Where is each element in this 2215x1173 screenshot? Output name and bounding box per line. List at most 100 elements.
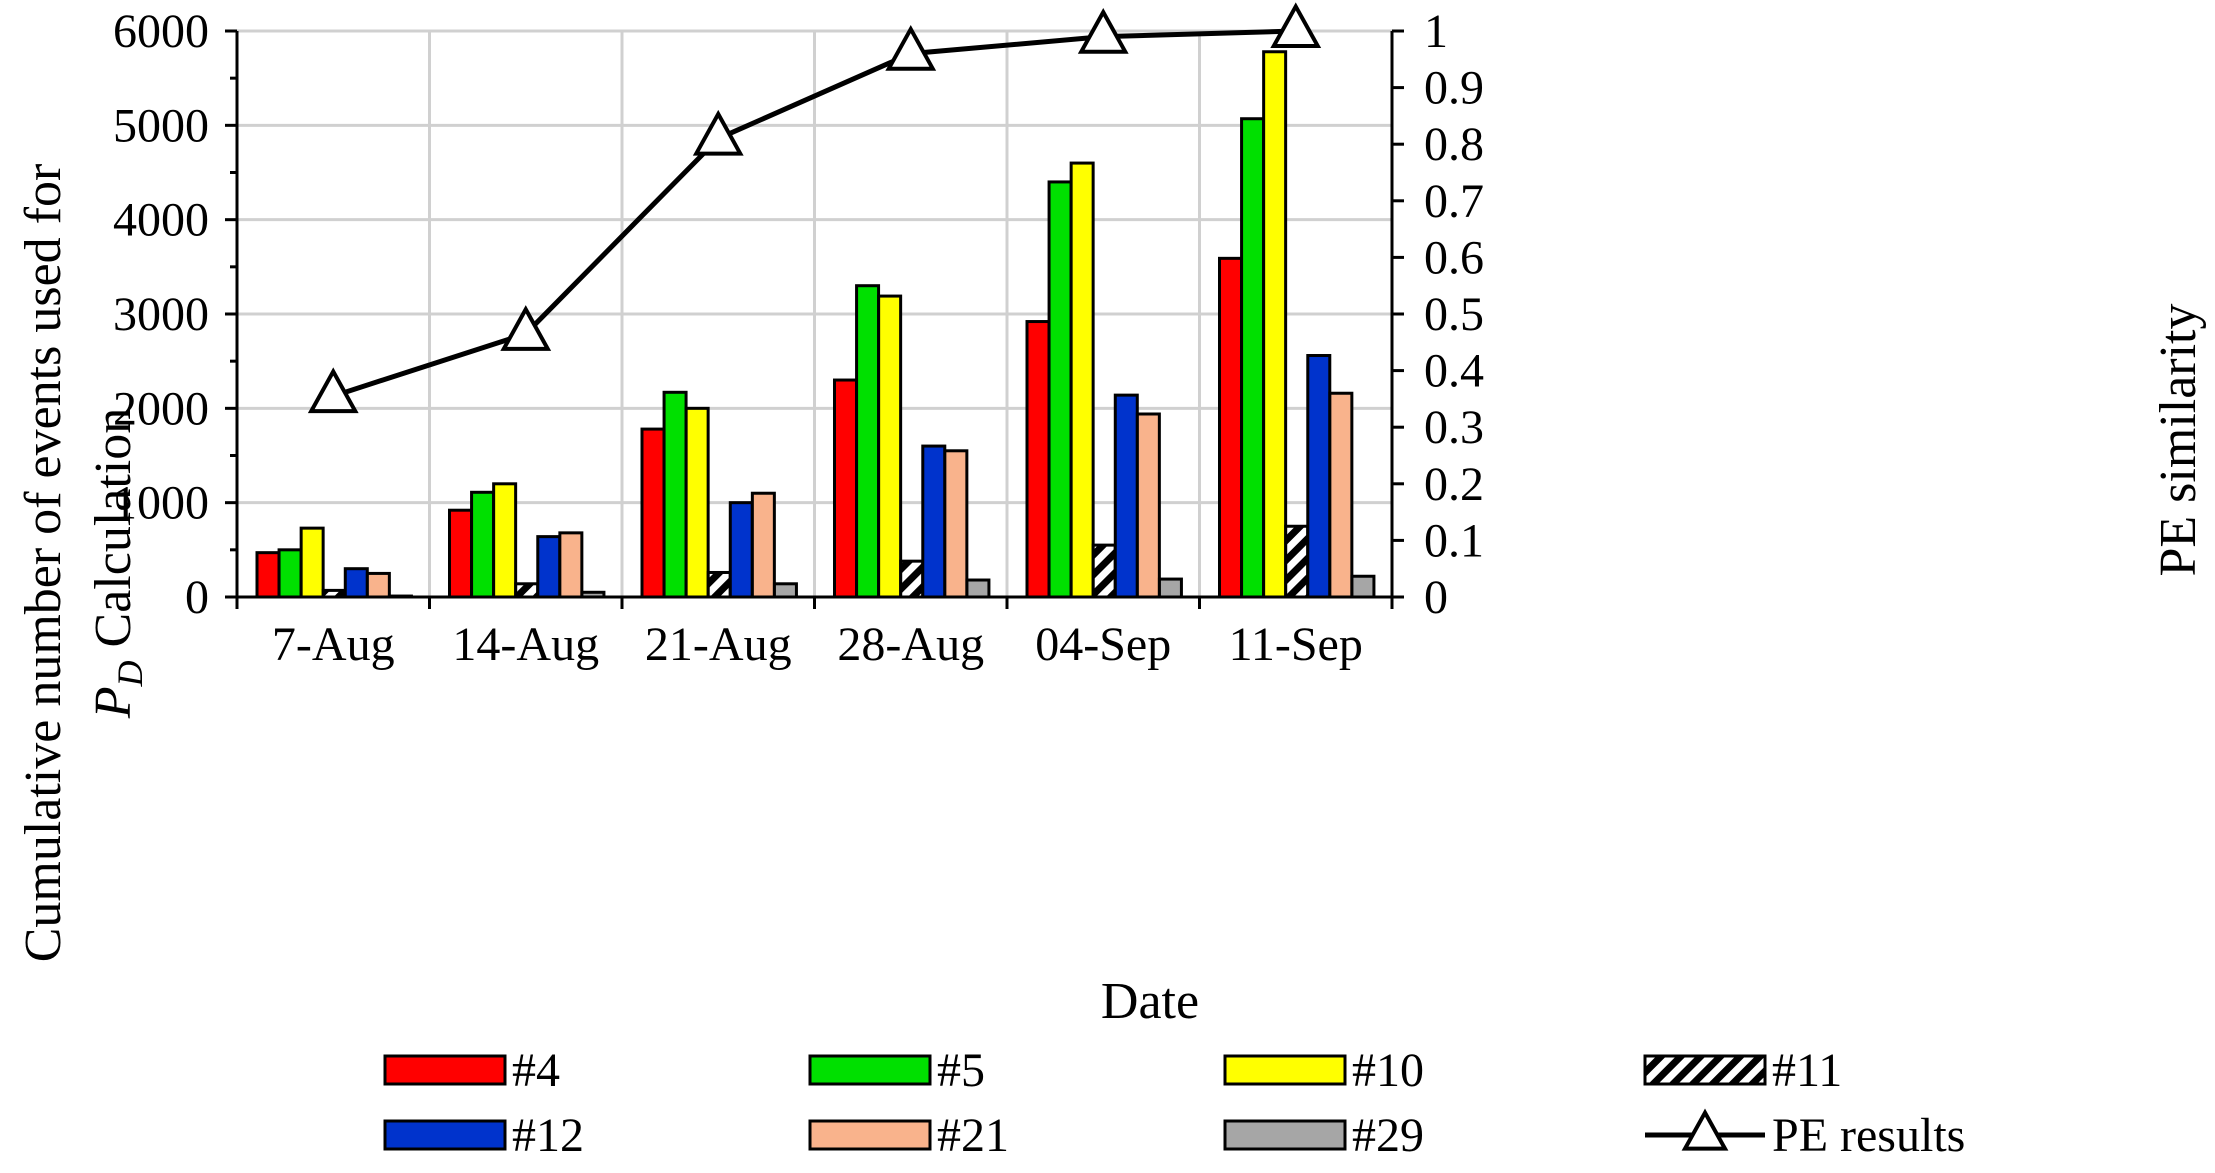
legend-swatch-series-4 bbox=[383, 1054, 507, 1086]
y2-tick-label: 0.7 bbox=[1424, 175, 1484, 228]
x-tick-label: 28-Aug bbox=[837, 618, 984, 671]
bar-series-12-7-Aug bbox=[343, 567, 369, 599]
y2-tick-label: 0.9 bbox=[1424, 62, 1484, 115]
legend-label: #21 bbox=[937, 1109, 1009, 1162]
legend-label: #5 bbox=[937, 1044, 985, 1097]
y2-tick-label: 0 bbox=[1424, 571, 1448, 624]
bar-series-11-11-Sep bbox=[1284, 524, 1310, 599]
legend-label: #11 bbox=[1772, 1044, 1842, 1097]
y-tick-label: 4000 bbox=[113, 194, 209, 247]
legend-item: #12 bbox=[383, 1109, 584, 1162]
bar-series-4-21-Aug bbox=[640, 427, 666, 599]
y2-tick-label: 1 bbox=[1424, 5, 1448, 58]
pe-marker-21-Aug bbox=[692, 109, 744, 156]
bar-series-21-28-Aug bbox=[943, 449, 969, 599]
legend-item: #5 bbox=[808, 1044, 985, 1097]
bar-series-10-11-Sep bbox=[1262, 50, 1288, 599]
legend-swatch-series-29 bbox=[1223, 1119, 1347, 1151]
bar-series-29-11-Sep bbox=[1350, 574, 1376, 599]
bar-series-5-28-Aug bbox=[855, 284, 881, 599]
bar-series-10-28-Aug bbox=[877, 294, 903, 599]
y-axis-title-symbol: P bbox=[85, 686, 142, 719]
bar-series-10-21-Aug bbox=[684, 406, 710, 599]
pe-marker-11-Sep bbox=[1270, 2, 1322, 49]
bar-series-21-11-Sep bbox=[1328, 391, 1354, 599]
gridlines bbox=[235, 29, 1394, 599]
bar-series-12-28-Aug bbox=[921, 444, 947, 599]
bar-series-4-04-Sep bbox=[1025, 320, 1051, 599]
x-axis-title: Date bbox=[1101, 973, 1199, 1030]
bar-series-12-11-Sep bbox=[1306, 354, 1332, 599]
bar-series-21-7-Aug bbox=[365, 571, 391, 599]
bars-group bbox=[255, 50, 1376, 599]
legend-label: #10 bbox=[1352, 1044, 1424, 1097]
bar-series-29-04-Sep bbox=[1157, 577, 1183, 599]
pe-marker-28-Aug bbox=[885, 24, 937, 71]
x-tick-label: 14-Aug bbox=[452, 618, 599, 671]
y-axis-title-line1: Cumulative number of events used for bbox=[15, 164, 72, 963]
y2-tick-label: 0.4 bbox=[1424, 345, 1484, 398]
legend-item: #10 bbox=[1223, 1044, 1424, 1097]
bar-series-10-04-Sep bbox=[1069, 161, 1095, 599]
bar-series-29-28-Aug bbox=[965, 578, 991, 599]
y-axis-title: Cumulative number of events used for PD … bbox=[15, 164, 150, 963]
legend-item: #29 bbox=[1223, 1109, 1424, 1162]
legend-item: #11 bbox=[1643, 1044, 1842, 1097]
y2-tick-label: 0.1 bbox=[1424, 514, 1484, 567]
bar-series-12-21-Aug bbox=[728, 501, 754, 599]
legend-item: #4 bbox=[383, 1044, 560, 1097]
x-tick-label: 04-Sep bbox=[1035, 618, 1171, 671]
y-axis-title-rest: Calculation bbox=[85, 408, 142, 661]
bar-series-10-14-Aug bbox=[492, 482, 518, 599]
bar-series-11-04-Sep bbox=[1091, 543, 1117, 599]
bar-series-5-11-Sep bbox=[1240, 117, 1266, 599]
bar-series-5-14-Aug bbox=[470, 490, 496, 599]
legend-label: #12 bbox=[512, 1109, 584, 1162]
y-tick-label: 2000 bbox=[113, 382, 209, 435]
legend-triangle-icon bbox=[1681, 1108, 1729, 1151]
bar-series-4-28-Aug bbox=[833, 378, 858, 599]
y-tick-label: 3000 bbox=[113, 288, 209, 341]
legend-label: PE results bbox=[1772, 1109, 1965, 1162]
bar-series-4-14-Aug bbox=[448, 508, 473, 599]
axes bbox=[225, 29, 1404, 609]
pe-marker-04-Sep bbox=[1077, 7, 1129, 54]
y2-tick-label: 0.5 bbox=[1424, 288, 1484, 341]
y2-tick-label: 0.8 bbox=[1424, 118, 1484, 171]
legend-label: #4 bbox=[512, 1044, 560, 1097]
bar-series-21-21-Aug bbox=[750, 491, 776, 599]
legend-swatch-series-11 bbox=[1643, 1054, 1767, 1086]
bar-series-29-21-Aug bbox=[772, 582, 798, 599]
y-tick-label: 5000 bbox=[113, 99, 209, 152]
pe-marker-14-Aug bbox=[500, 305, 552, 351]
legend-item: PE results bbox=[1645, 1108, 1965, 1162]
y-axis-title-subscript: D bbox=[110, 660, 150, 687]
bar-series-5-04-Sep bbox=[1047, 180, 1073, 599]
bar-series-10-7-Aug bbox=[299, 526, 325, 599]
legend-item: #21 bbox=[808, 1109, 1009, 1162]
bar-series-21-14-Aug bbox=[558, 531, 584, 599]
legend-swatch-series-5 bbox=[808, 1054, 932, 1086]
legend: #4 #5 #10 #11 #12 #21 #29 PE results bbox=[383, 1044, 1965, 1162]
bar-series-5-21-Aug bbox=[662, 390, 688, 599]
y-tick-label: 6000 bbox=[113, 5, 209, 58]
y2-tick-label: 0.2 bbox=[1424, 458, 1484, 511]
bar-series-4-11-Sep bbox=[1218, 256, 1243, 599]
bar-series-11-28-Aug bbox=[899, 559, 925, 599]
bar-series-11-14-Aug bbox=[514, 582, 540, 599]
bar-series-12-14-Aug bbox=[536, 535, 562, 599]
bar-series-5-7-Aug bbox=[277, 548, 303, 599]
x-tick-label: 7-Aug bbox=[272, 618, 395, 671]
bar-series-4-7-Aug bbox=[255, 551, 281, 599]
y2-tick-label: 0.6 bbox=[1424, 231, 1484, 284]
bar-series-12-04-Sep bbox=[1113, 393, 1139, 599]
pe-results-line bbox=[332, 28, 1296, 399]
pe-line-group bbox=[307, 2, 1322, 414]
legend-swatch-series-12 bbox=[383, 1119, 507, 1151]
bar-series-11-21-Aug bbox=[706, 570, 732, 599]
pe-marker-7-Aug bbox=[307, 367, 359, 414]
y2-tick-label: 0.3 bbox=[1424, 401, 1484, 454]
y-tick-label: 1000 bbox=[113, 477, 209, 530]
bar-series-21-04-Sep bbox=[1135, 412, 1161, 599]
x-tick-label: 21-Aug bbox=[645, 618, 792, 671]
